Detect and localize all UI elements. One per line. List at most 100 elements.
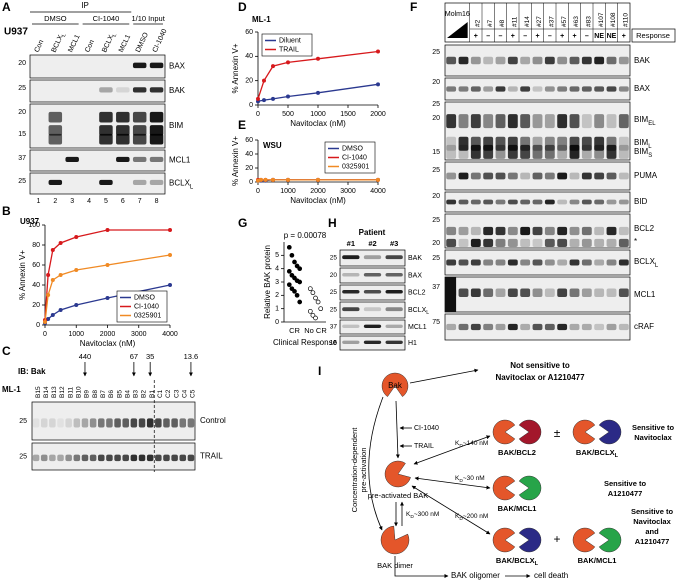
x-tick-label: 0 [43, 331, 47, 338]
row-label: * [634, 237, 637, 246]
band [544, 288, 555, 297]
row-label: BAX [634, 84, 651, 93]
lane-label: Con [34, 39, 46, 54]
row-label: BAK [634, 56, 651, 65]
band [618, 136, 629, 151]
chart-title: WSU [263, 141, 282, 150]
band [520, 56, 531, 65]
response-box [631, 28, 676, 43]
band [569, 172, 580, 180]
band [149, 111, 164, 123]
x-tick-label: 2000 [370, 111, 386, 118]
lane-label: B1 [149, 390, 156, 398]
cell-line: ML-1 [2, 385, 21, 394]
blot [29, 79, 166, 103]
fraction-mark: 13.6 [184, 352, 199, 361]
panel-letter: H [328, 216, 337, 230]
y-tick-label: 40 [245, 53, 253, 60]
band [446, 144, 457, 159]
lane-label: #37 [549, 16, 556, 27]
lane-label: B10 [76, 386, 83, 398]
band [557, 226, 568, 236]
x-tick-label: 3000 [340, 188, 356, 195]
data-point [74, 235, 79, 239]
blot [339, 301, 406, 319]
panel-letter: E [238, 118, 246, 132]
kd-label: KD~140 nM [455, 440, 488, 449]
label-part: K [455, 513, 460, 520]
y-axis-label: % Annexin V+ [231, 43, 240, 93]
data-point [289, 252, 295, 258]
mw-label: 25 [330, 307, 338, 314]
band [557, 56, 568, 65]
band [507, 323, 518, 331]
label-part: BCLX [634, 257, 656, 266]
band [569, 199, 580, 205]
lane-label: B5 [116, 390, 123, 398]
label-part: S [648, 153, 652, 159]
protein [572, 527, 596, 553]
data-point [259, 177, 263, 182]
band [446, 323, 457, 331]
band [532, 86, 543, 92]
x-tick-label: 0 [256, 111, 260, 118]
complex-label: BAK/MCL1 [498, 504, 537, 513]
treatment: TRAIL [414, 443, 434, 450]
band [606, 56, 617, 65]
band [618, 259, 629, 266]
label-part: ~140 nM [463, 440, 488, 447]
data-point [313, 295, 318, 301]
x-tick-label: 1000 [280, 188, 296, 195]
lane-label: B9 [84, 390, 91, 398]
band [89, 454, 97, 462]
outcome: Sensitive to [632, 423, 675, 432]
x-tick-label: 2000 [310, 188, 326, 195]
mw-label: 15 [432, 149, 440, 156]
band [40, 418, 48, 428]
band [532, 172, 543, 180]
protein [518, 419, 542, 445]
kd-label: KD~300 nM [406, 511, 439, 520]
band [149, 62, 164, 69]
fraction-mark: 35 [146, 352, 154, 361]
lane-label: B12 [59, 386, 66, 398]
fraction-mark: 67 [130, 352, 138, 361]
band [581, 144, 592, 159]
band [569, 238, 580, 247]
annotation: p = 0.00078 [284, 231, 327, 240]
row-label: BAX [169, 62, 186, 71]
band [48, 179, 63, 185]
node-label: pre-activated BAK [368, 491, 428, 500]
complex-label: BAK/MCL1 [578, 556, 617, 565]
band [581, 226, 592, 236]
band [116, 133, 130, 145]
band [532, 288, 543, 297]
band [606, 259, 617, 266]
band [495, 172, 506, 180]
band [532, 259, 543, 266]
lane-number: 5 [104, 198, 108, 205]
mw-label: 15 [330, 340, 338, 347]
node-label: BAK oligomer [451, 571, 500, 580]
label-part: L [112, 33, 119, 38]
response: + [535, 33, 539, 40]
band [606, 86, 617, 92]
lane-label: #57 [561, 16, 568, 27]
blot [444, 77, 631, 101]
band [114, 418, 121, 428]
data-point [58, 241, 63, 245]
band [581, 56, 592, 65]
band [32, 418, 40, 428]
band [618, 86, 629, 92]
band [470, 226, 481, 236]
band [520, 323, 531, 331]
x-axis-label: Navitoclax (nM) [290, 196, 346, 205]
x-tick-label: 500 [282, 111, 294, 118]
band [594, 238, 605, 247]
band [495, 259, 506, 266]
band [581, 172, 592, 180]
label-part: ~30 nM [463, 475, 485, 482]
band [65, 418, 72, 428]
data-point [297, 266, 303, 272]
